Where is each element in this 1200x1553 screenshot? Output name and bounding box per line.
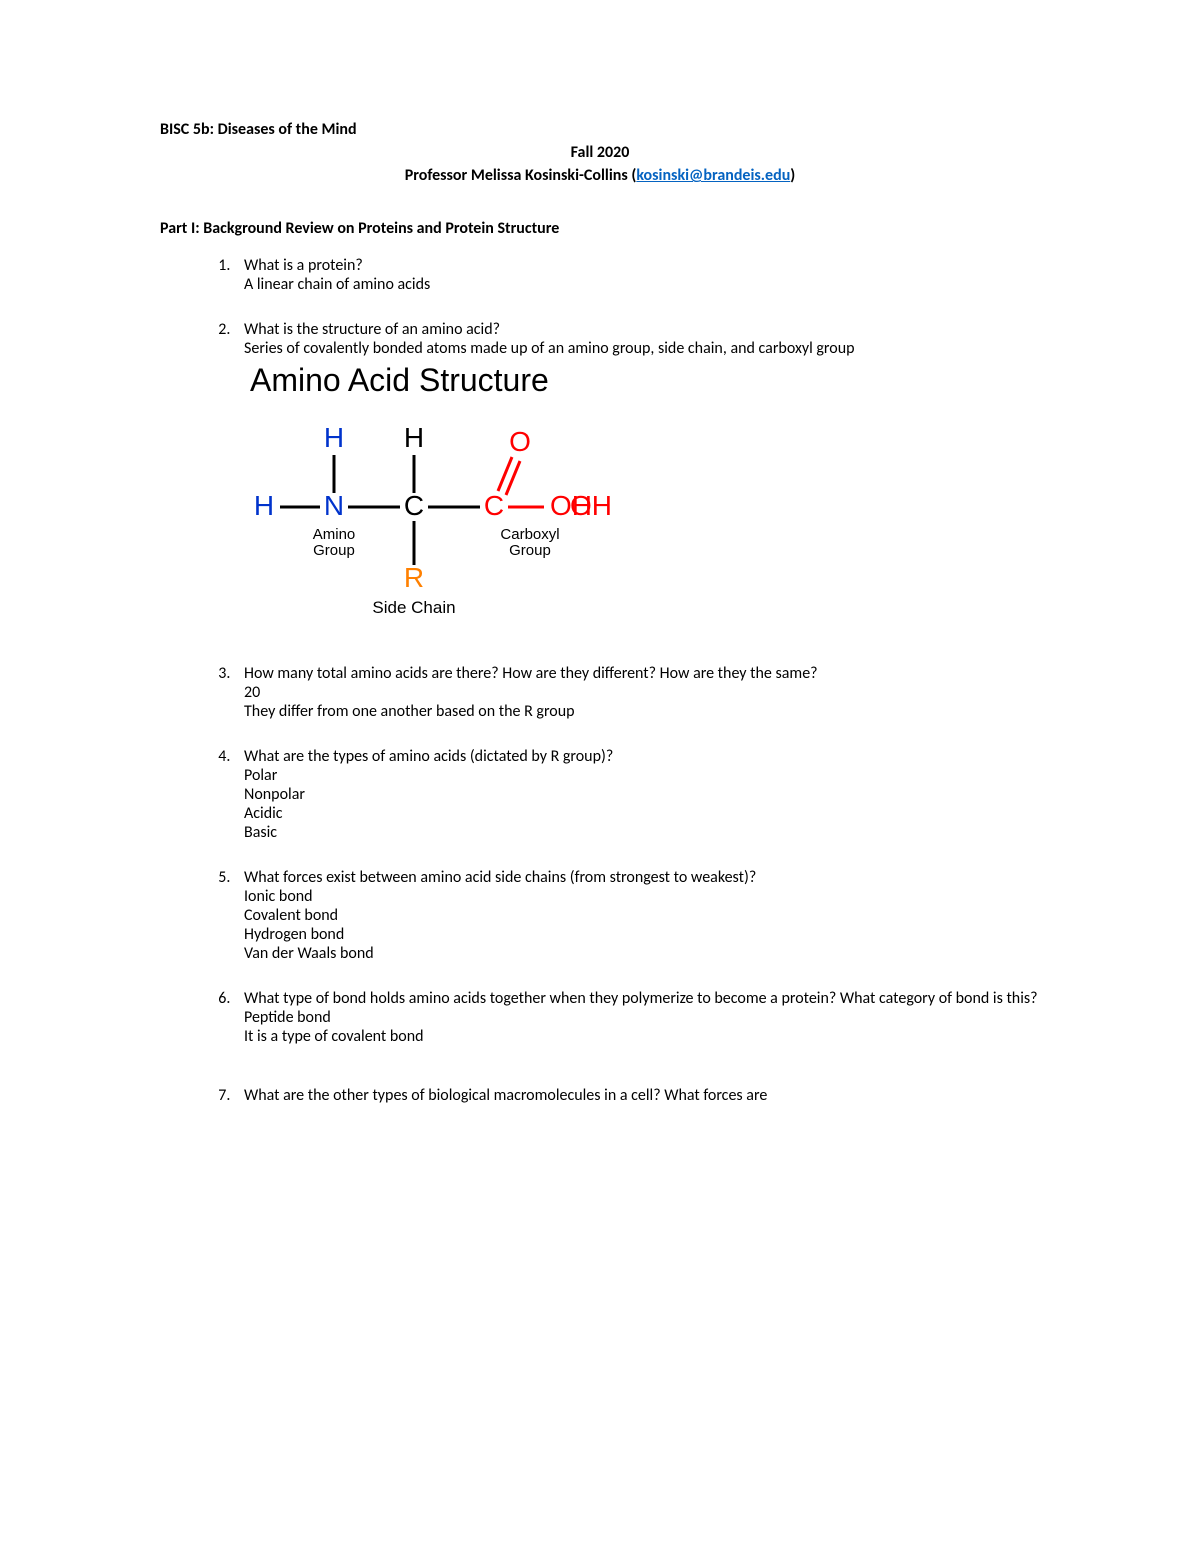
professor-email-link[interactable]: kosinski@brandeis.edu [636, 166, 790, 185]
answer-line: Basic [244, 823, 1040, 842]
professor-line: Professor Melissa Kosinski-Collins (kosi… [160, 166, 1040, 185]
question-item: What is the structure of an amino acid? … [234, 320, 1040, 638]
question-item: What is a protein? A linear chain of ami… [234, 256, 1040, 294]
term: Fall 2020 [160, 143, 1040, 162]
question-text: What are the types of amino acids (dicta… [244, 747, 613, 766]
question-item: What forces exist between amino acid sid… [234, 868, 1040, 963]
atom-N: N [324, 490, 344, 521]
question-text: What are the other types of biological m… [244, 1086, 767, 1105]
answer-line: Covalent bond [244, 906, 1040, 925]
question-text: What is the structure of an amino acid? [244, 320, 500, 339]
label-carboxyl-1: Carboxyl [500, 526, 559, 543]
question-text: What type of bond holds amino acids toge… [244, 989, 1038, 1008]
atom-C-carboxyl: C [484, 490, 504, 521]
label-amino-1: Amino [313, 526, 356, 543]
answer-line: Peptide bond [244, 1008, 1040, 1027]
atom-H-top-N: H [324, 422, 344, 453]
answer-line: Van der Waals bond [244, 944, 1040, 963]
question-item: What type of bond holds amino acids toge… [234, 989, 1040, 1046]
document-page: BISC 5b: Diseases of the Mind Fall 2020 … [0, 0, 1200, 1191]
question-list: What is a protein? A linear chain of ami… [160, 256, 1040, 1105]
atom-H-top-C: H [404, 422, 424, 453]
part-heading: Part I: Background Review on Proteins an… [160, 219, 1040, 238]
question-text: How many total amino acids are there? Ho… [244, 664, 818, 683]
question-text: What forces exist between amino acid sid… [244, 868, 756, 887]
answer-line: Polar [244, 766, 1040, 785]
professor-prefix: Professor Melissa Kosinski-Collins ( [405, 166, 637, 185]
label-side-chain: Side Chain [372, 598, 455, 617]
atom-O: O [509, 426, 531, 457]
amino-acid-svg: H N H C H C O OH OH R Amino Group Carbox… [244, 403, 624, 633]
amino-acid-diagram: Amino Acid Structure [244, 362, 1040, 638]
question-text: What is a protein? [244, 256, 363, 275]
atom-H-left: H [254, 490, 274, 521]
diagram-title: Amino Acid Structure [250, 362, 1040, 399]
label-amino-2: Group [313, 542, 355, 559]
answer-line: 20 [244, 683, 1040, 702]
answer-line: A linear chain of amino acids [244, 275, 1040, 294]
answer-line: Hydrogen bond [244, 925, 1040, 944]
answer-line: Ionic bond [244, 887, 1040, 906]
question-item: What are the types of amino acids (dicta… [234, 747, 1040, 842]
question-item: What are the other types of biological m… [234, 1086, 1040, 1105]
atom-OH-real: OH [550, 490, 592, 521]
atom-C-alpha: C [404, 490, 424, 521]
answer-line: It is a type of covalent bond [244, 1027, 1040, 1046]
answer-line: They differ from one another based on th… [244, 702, 1040, 721]
answer-line: Series of covalently bonded atoms made u… [244, 339, 1040, 358]
answer-line: Nonpolar [244, 785, 1040, 804]
question-item: How many total amino acids are there? Ho… [234, 664, 1040, 721]
label-carboxyl-2: Group [509, 542, 551, 559]
professor-suffix: ) [790, 166, 795, 185]
course-title: BISC 5b: Diseases of the Mind [160, 120, 1040, 139]
answer-line: Acidic [244, 804, 1040, 823]
atom-R: R [404, 562, 424, 593]
